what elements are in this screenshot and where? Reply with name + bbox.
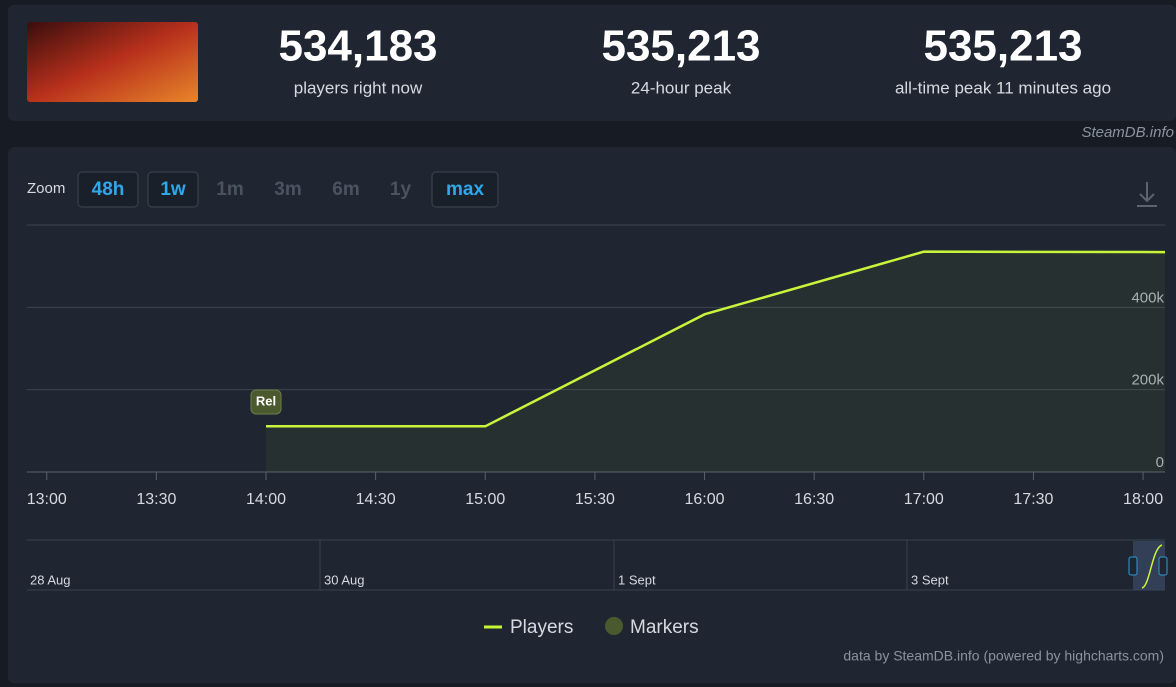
navigator-label: 1 Sept — [618, 572, 656, 587]
zoom-label: Zoom — [27, 180, 65, 197]
zoom-button-label: 3m — [274, 179, 301, 200]
x-tick-label: 17:00 — [904, 491, 944, 508]
download-icon — [1137, 182, 1157, 207]
x-tick-label: 18:00 — [1123, 491, 1163, 508]
zoom-button-label: 1y — [390, 179, 412, 200]
x-tick-label: 14:30 — [356, 491, 396, 508]
x-tick-label: 15:30 — [575, 491, 615, 508]
zoom-button[interactable] — [431, 171, 499, 208]
zoom-button-label: 1w — [160, 179, 186, 200]
stat-value: 534,183 — [278, 22, 437, 71]
y-tick-label: 0 — [1156, 454, 1164, 471]
navigator-label: 28 Aug — [30, 572, 71, 587]
marker — [250, 389, 282, 415]
zoom-button-label: 6m — [332, 179, 359, 200]
x-tick-label: 13:00 — [27, 491, 67, 508]
navigator-label: 30 Aug — [324, 572, 365, 587]
stat-label: players right now — [294, 78, 423, 97]
x-tick-label: 15:00 — [465, 491, 505, 508]
zoom-button-label: 1m — [216, 179, 243, 200]
x-tick-label: 14:00 — [246, 491, 286, 508]
x-tick-label: 16:30 — [794, 491, 834, 508]
game-image — [27, 22, 198, 102]
stats-panel — [8, 5, 1176, 121]
y-tick-label: 200k — [1131, 372, 1164, 389]
stat-value: 535,213 — [923, 22, 1082, 71]
area — [266, 251, 1165, 472]
x-tick-label: 17:30 — [1013, 491, 1053, 508]
stat-label: all-time peak 11 minutes ago — [895, 78, 1111, 97]
credit: data by SteamDB.info (powered by highcha… — [843, 648, 1164, 664]
legend-label: Markers — [630, 617, 699, 638]
zoom-button[interactable] — [147, 171, 199, 208]
zoom-button[interactable] — [77, 171, 139, 208]
legend-marker — [605, 617, 623, 635]
stat-value: 535,213 — [601, 22, 760, 71]
zoom-button-label: max — [446, 179, 484, 200]
chart-panel — [8, 147, 1176, 683]
stat-label: 24-hour peak — [631, 78, 732, 97]
marker-label: Rel — [256, 393, 276, 408]
legend-label: Players — [510, 617, 573, 638]
zoom-button-label: 48h — [92, 179, 125, 200]
source: SteamDB.info — [1081, 124, 1174, 141]
navigator — [27, 539, 1168, 591]
y-tick-label: 400k — [1131, 289, 1164, 306]
x-tick-label: 16:00 — [685, 491, 725, 508]
line — [266, 250, 1166, 428]
x-tick-label: 13:30 — [136, 491, 176, 508]
navigator-label: 3 Sept — [911, 572, 949, 587]
